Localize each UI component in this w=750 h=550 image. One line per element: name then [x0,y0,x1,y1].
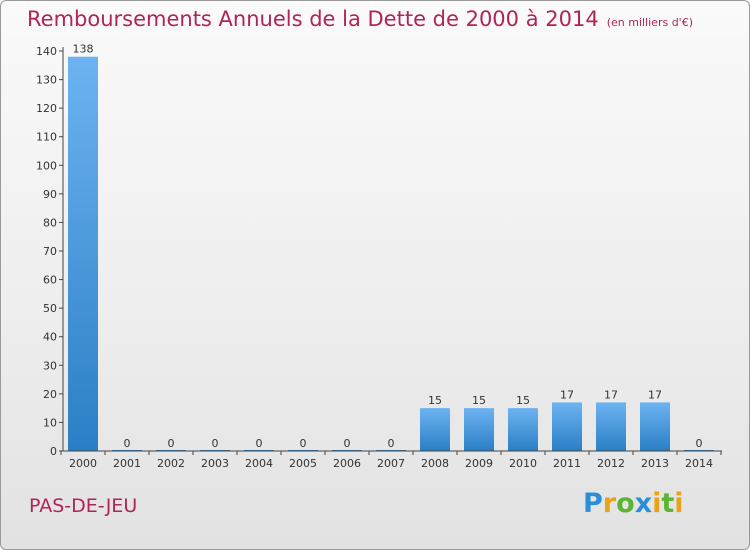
data-label: 17 [604,388,618,401]
x-tick-label: 2000 [69,457,97,470]
x-tick-label: 2007 [377,457,405,470]
proxiti-logo: Proxiti [583,488,684,519]
x-tick-label: 2012 [597,457,625,470]
bar [596,402,626,451]
x-tick-label: 2011 [553,457,581,470]
unit-note: (en milliers d'€) [606,16,693,29]
x-tick-label: 2009 [465,457,493,470]
y-tick-label: 10 [43,416,57,429]
bar [68,56,98,451]
data-label: 138 [73,43,94,56]
data-label: 0 [388,437,395,450]
y-tick-label: 20 [43,388,57,401]
x-tick-label: 2004 [245,457,273,470]
logo-letter: t [661,488,675,519]
x-tick-label: 2010 [509,457,537,470]
chart-title-text: Remboursements Annuels de la Dette de 20… [27,7,599,31]
bar [464,408,494,451]
data-label: 15 [516,394,530,407]
y-tick-label: 90 [43,188,57,201]
y-tick-label: 60 [43,274,57,287]
y-tick-label: 30 [43,359,57,372]
x-tick-label: 2005 [289,457,317,470]
y-tick-label: 50 [43,302,57,315]
data-label: 0 [124,437,131,450]
data-label: 15 [428,394,442,407]
y-tick-label: 110 [36,131,57,144]
data-label: 15 [472,394,486,407]
x-tick-label: 2013 [641,457,669,470]
y-tick-label: 130 [36,74,57,87]
x-tick-label: 2014 [685,457,713,470]
x-tick-label: 2003 [201,457,229,470]
bar [552,402,582,451]
data-label: 0 [696,437,703,450]
data-label: 0 [256,437,263,450]
logo-letter: i [674,488,684,519]
bar [420,408,450,451]
y-tick-label: 100 [36,159,57,172]
data-label: 17 [560,388,574,401]
y-tick-label: 80 [43,216,57,229]
logo-letter: r [602,488,617,519]
x-tick-label: 2006 [333,457,361,470]
chart-title: Remboursements Annuels de la Dette de 20… [27,7,693,31]
data-label: 0 [344,437,351,450]
y-tick-label: 140 [36,45,57,58]
x-tick-label: 2008 [421,457,449,470]
logo-letter: o [616,488,635,519]
data-label: 0 [168,437,175,450]
data-label: 17 [648,388,662,401]
x-tick-label: 2002 [157,457,185,470]
y-tick-label: 120 [36,102,57,115]
data-label: 0 [212,437,219,450]
bar [508,408,538,451]
logo-letter: P [583,488,603,519]
logo-letter: i [652,488,662,519]
y-tick-label: 70 [43,245,57,258]
bar [640,402,670,451]
y-tick-label: 0 [50,445,57,458]
x-tick-label: 2001 [113,457,141,470]
commune-name: PAS-DE-JEU [29,495,138,517]
logo-letter: x [634,488,653,519]
y-tick-label: 40 [43,331,57,344]
data-label: 0 [300,437,307,450]
